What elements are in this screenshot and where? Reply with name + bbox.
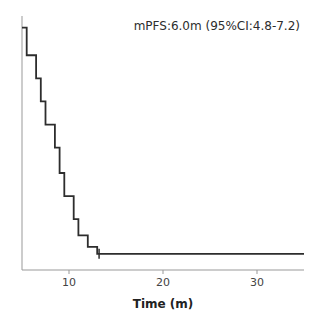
x-tick — [163, 270, 164, 274]
x-tick-label: 20 — [156, 276, 170, 289]
x-tick — [257, 270, 258, 274]
chart: 10 20 30 Time (m) mPFS:6.0m (95%CI:4.8-7.2) — [0, 0, 320, 320]
annotation: mPFS:6.0m (95%CI:4.8-7.2) — [134, 19, 300, 33]
censor-mark — [98, 249, 100, 259]
x-tick — [69, 270, 70, 274]
x-axis-label: Time (m) — [133, 297, 194, 311]
plot-area — [22, 28, 304, 259]
chart-container: 10 20 30 Time (m) mPFS:6.0m (95%CI:4.8-7.2) — [0, 0, 320, 320]
survival-curve — [22, 28, 304, 254]
x-tick-label: 30 — [250, 276, 264, 289]
x-tick-label: 10 — [62, 276, 76, 289]
y-axis — [22, 16, 23, 270]
